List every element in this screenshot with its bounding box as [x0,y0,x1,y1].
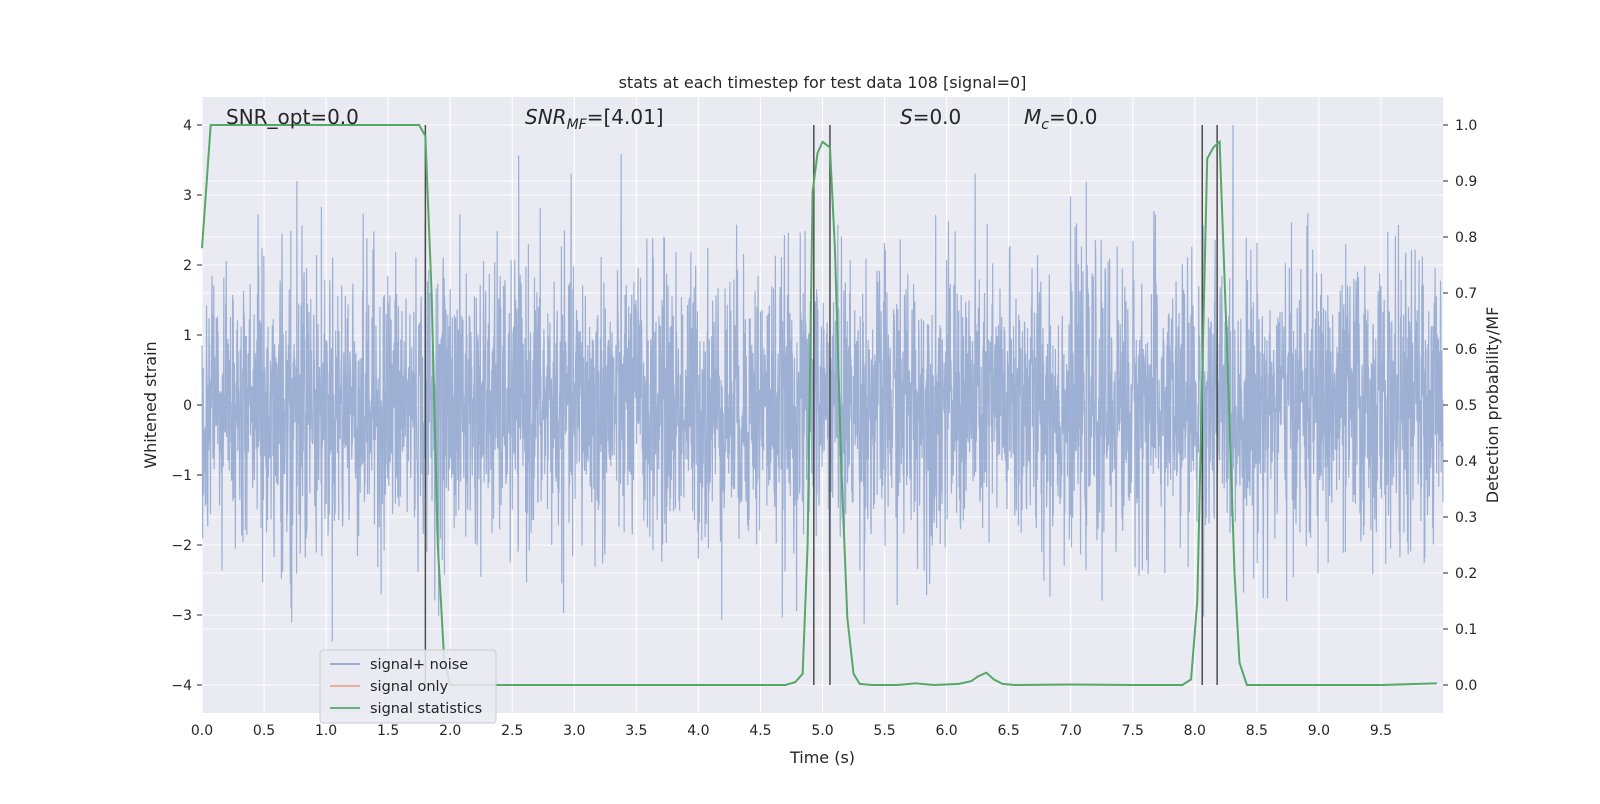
x-tick-label: 1.5 [377,723,399,739]
y2-tick-label: 0.0 [1455,678,1477,694]
x-tick-label: 1.0 [315,723,337,739]
y2-tick-label: 0.2 [1455,566,1477,582]
x-tick-label: 2.0 [439,723,461,739]
mc-subscript: c [1041,117,1049,133]
legend-label-signal-noise: signal+ noise [370,657,468,673]
y-tick-label: −2 [171,538,192,554]
y2-tick-label: 0.3 [1455,510,1477,526]
y-tick-label: −3 [171,608,192,624]
mc-value: =0.0 [1049,105,1098,129]
y-tick-label: 1 [183,328,192,344]
s-symbol: S [900,105,913,129]
y2-tick-label: 0.1 [1455,622,1477,638]
x-tick-label: 6.0 [935,723,957,739]
snr-mf-symbol: SNR [525,105,567,129]
y2-tick-label: 0.8 [1455,230,1477,246]
mc-symbol: M [1024,105,1041,129]
s-value: =0.0 [913,105,962,129]
statistics-line [201,124,1437,687]
y-tick-label: −4 [171,678,192,694]
snr-mf-value: =[4.01] [587,105,664,129]
x-tick-label: 8.5 [1246,723,1268,739]
x-tick-label: 8.0 [1184,723,1206,739]
y-tick-label: −1 [171,468,192,484]
x-tick-label: 0.0 [191,723,213,739]
snr-opt-annotation: SNR_opt=0.0 [226,105,359,129]
x-tick-label: 5.5 [873,723,895,739]
noise-series [201,124,1444,642]
y2-tick-label: 0.7 [1455,286,1477,302]
x-tick-label: 9.0 [1308,723,1330,739]
x-tick-label: 3.0 [563,723,585,739]
x-tick-label: 4.5 [749,723,771,739]
legend-label-signal-statistics: signal statistics [370,701,482,717]
y2-tick-label: 0.6 [1455,342,1477,358]
x-tick-label: 7.5 [1122,723,1144,739]
y-axis-label: Whitened strain [141,341,160,468]
snr-mf-annotation: SNRMF=[4.01] [525,105,664,133]
y-tick-label: 3 [183,188,192,204]
x-tick-label: 6.5 [998,723,1020,739]
y-tick-label: 2 [183,258,192,274]
legend: signal+ noise signal only signal statist… [319,649,497,724]
s-annotation: S=0.0 [900,105,961,129]
x-tick-label: 0.5 [253,723,275,739]
x-tick-label: 3.5 [625,723,647,739]
noise-trace-line [201,124,1444,642]
y-tick-label: 4 [183,118,192,134]
x-tick-label: 5.0 [811,723,833,739]
tick-labels: 0.0 0.5 1.0 1.5 2.0 2.5 3.0 3.5 4.0 4.5 5.0 5.5 6.0 6… [171,118,1477,739]
x-tick-label: 7.0 [1060,723,1082,739]
y2-tick-label: 0.5 [1455,398,1477,414]
mc-annotation: Mc=0.0 [1024,105,1098,133]
y2-tick-label: 1.0 [1455,118,1477,134]
legend-label-signal-only: signal only [370,679,449,695]
x-tick-label: 9.5 [1370,723,1392,739]
y2-axis-label: Detection probability/MF [1483,307,1502,504]
snr-mf-subscript: MF [567,117,588,133]
legend-box [319,649,497,724]
x-axis-label: Time (s) [789,748,855,767]
chart-title: stats at each timestep for test data 108… [619,73,1027,92]
statistics-series [201,124,1437,687]
y2-tick-label: 0.9 [1455,174,1477,190]
x-tick-label: 2.5 [501,723,523,739]
x-tick-label: 4.0 [687,723,709,739]
y2-tick-label: 0.4 [1455,454,1477,470]
y-tick-label: 0 [183,398,192,414]
